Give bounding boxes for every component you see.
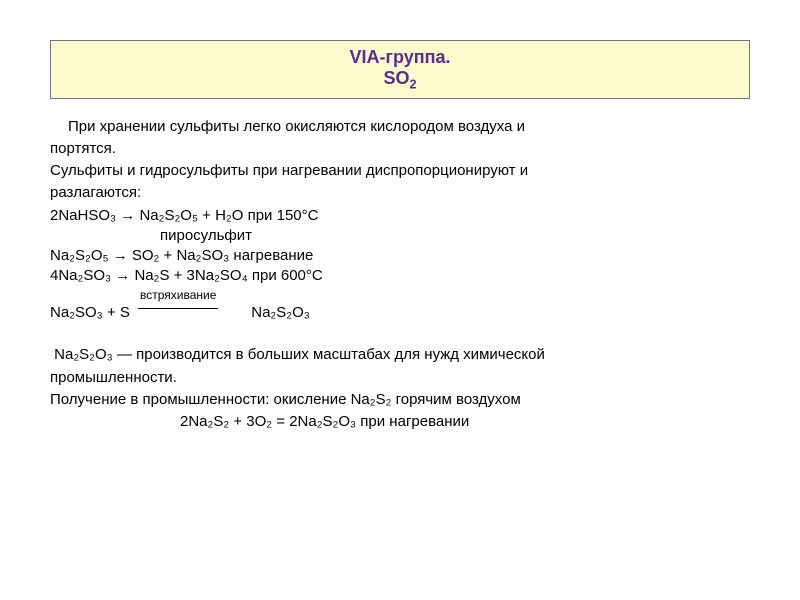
paragraph-2b: разлагаются: xyxy=(50,183,750,203)
paragraph-4: Получение в промышленности: окисление Na… xyxy=(50,390,750,410)
equation-1-label: пиросульфит xyxy=(160,226,750,246)
title-line-1: VIA-группа. xyxy=(51,47,749,68)
title-box: VIA-группа. SO2 xyxy=(50,40,750,99)
paragraph-1b: портятся. xyxy=(50,139,750,159)
eq4-right: Na₂S₂O₃ xyxy=(251,304,310,321)
slide-container: VIA-группа. SO2 При хранении сульфиты ле… xyxy=(0,0,800,462)
reaction-arrow xyxy=(138,308,218,309)
equation-1: 2NaHSO₃ → Na₂S₂O₅ + H₂O при 150°С xyxy=(50,206,750,226)
content-block: При хранении сульфиты легко окисляются к… xyxy=(50,117,750,433)
paragraph-3b: промышленности. xyxy=(50,368,750,388)
equation-3-note: встряхивание xyxy=(140,287,750,303)
p3a-text: Na₂S₂O₃ — производится в больших масштаб… xyxy=(54,346,545,363)
blank-line xyxy=(50,323,750,343)
title-so: SO xyxy=(383,68,409,88)
title-sub: 2 xyxy=(410,78,417,92)
title-line-2: SO2 xyxy=(51,68,749,92)
eq4-left: Na₂SO₃ + S xyxy=(50,304,130,321)
paragraph-1a: При хранении сульфиты легко окисляются к… xyxy=(50,117,750,137)
equation-2: Na₂S₂O₅ → SO₂ + Na₂SO₃ нагревание xyxy=(50,246,750,266)
equation-4: Na₂SO₃ + S Na₂S₂O₃ xyxy=(50,303,750,323)
equation-5: 2Na₂S₂ + 3O₂ = 2Na₂S₂O₃ при нагревании xyxy=(180,412,750,432)
equation-3: 4Na₂SO₃ → Na₂S + 3Na₂SO₄ при 600°С xyxy=(50,266,750,286)
paragraph-2a: Сульфиты и гидросульфиты при нагревании … xyxy=(50,161,750,181)
paragraph-3a: Na₂S₂O₃ — производится в больших масштаб… xyxy=(50,345,750,365)
